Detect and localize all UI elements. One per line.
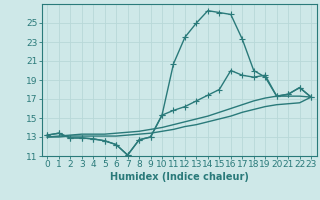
X-axis label: Humidex (Indice chaleur): Humidex (Indice chaleur) — [110, 172, 249, 182]
